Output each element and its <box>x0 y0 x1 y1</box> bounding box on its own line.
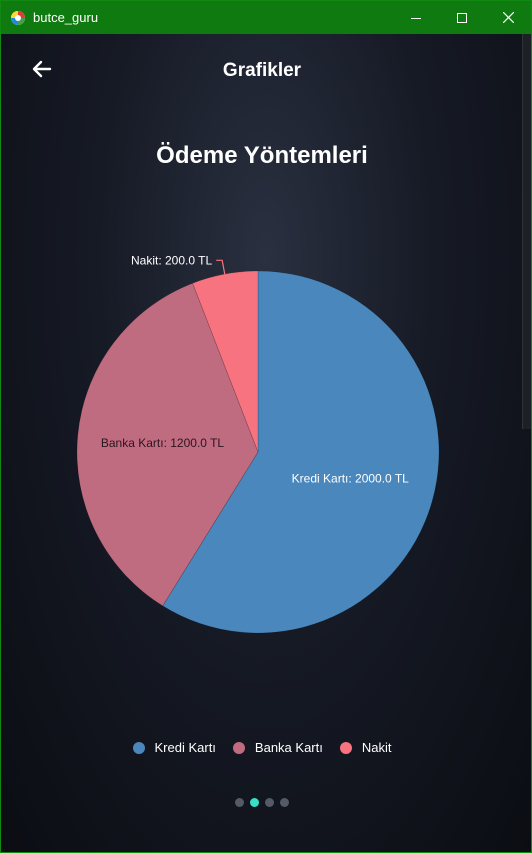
chart-title: Ödeme Yöntemleri <box>156 142 368 169</box>
window-titlebar[interactable]: butce_guru <box>1 1 531 34</box>
background-window-edge <box>522 34 531 429</box>
pie-leader-line-nakit <box>216 259 226 275</box>
pie-data-label-kredi-karti: Kredi Kartı: 2000.0 TL <box>292 471 410 485</box>
pie-data-label-nakit: Nakit: 200.0 TL <box>131 253 212 267</box>
pie-slice-banka-karti[interactable] <box>76 282 259 607</box>
app-bar: Grafikler <box>1 34 523 106</box>
app-logo-icon <box>11 10 25 25</box>
back-button[interactable] <box>29 56 55 82</box>
minimize-button[interactable] <box>393 1 439 34</box>
page-dot[interactable] <box>235 798 244 807</box>
legend-label: Banka Kartı <box>254 740 323 755</box>
page-dot-active[interactable] <box>250 798 259 807</box>
pie-chart: Kredi Kartı: 2000.0 TL Banka Kartı: 1200.… <box>76 253 440 634</box>
chart-legend: Kredi Kartı Banka Kartı Nakit <box>1 740 523 755</box>
pie-slice-kredi-karti[interactable] <box>162 270 440 634</box>
legend-item[interactable]: Nakit <box>339 740 392 755</box>
legend-swatch <box>232 741 245 754</box>
close-icon <box>502 12 514 23</box>
maximize-button[interactable] <box>439 1 485 34</box>
page-dot[interactable] <box>280 798 289 807</box>
arrow-left-icon <box>32 60 52 78</box>
page-title: Grafikler <box>222 60 302 81</box>
window-title: butce_guru <box>33 10 99 25</box>
maximize-icon <box>457 12 467 23</box>
legend-swatch <box>132 741 145 754</box>
pie-data-label-banka-karti: Banka Kartı: 1200.0 TL <box>101 436 225 450</box>
close-button[interactable] <box>485 1 531 34</box>
legend-label: Nakit <box>361 740 392 755</box>
page-indicator <box>1 798 523 807</box>
legend-item[interactable]: Kredi Kartı <box>132 740 216 755</box>
pie-slice-nakit[interactable] <box>192 270 259 453</box>
page-dot[interactable] <box>265 798 274 807</box>
minimize-icon <box>411 17 421 19</box>
legend-item[interactable]: Banka Kartı <box>232 740 323 755</box>
legend-swatch <box>339 741 352 754</box>
window-controls <box>393 1 531 34</box>
legend-label: Kredi Kartı <box>154 740 216 755</box>
